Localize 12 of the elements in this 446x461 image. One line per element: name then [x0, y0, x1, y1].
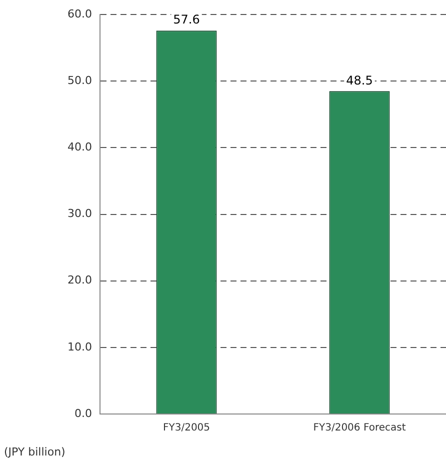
- y-axis-title: (JPY billion): [4, 445, 66, 458]
- y-tick-label: 40.0: [68, 140, 92, 154]
- y-tick-label: 20.0: [68, 274, 92, 287]
- y-tick-label: 0.0: [74, 406, 92, 420]
- x-tick-label: FY3/2005: [162, 422, 210, 434]
- y-tick-label: 60.0: [68, 7, 92, 20]
- y-tick-label: 10.0: [68, 340, 92, 354]
- y-tick-label: 50.0: [68, 74, 92, 88]
- data-label: 57.6: [173, 12, 200, 27]
- data-label: 48.5: [346, 73, 373, 88]
- y-tick-label: 30.0: [68, 207, 92, 220]
- x-tick-label: FY3/2006 Forecast: [313, 422, 406, 434]
